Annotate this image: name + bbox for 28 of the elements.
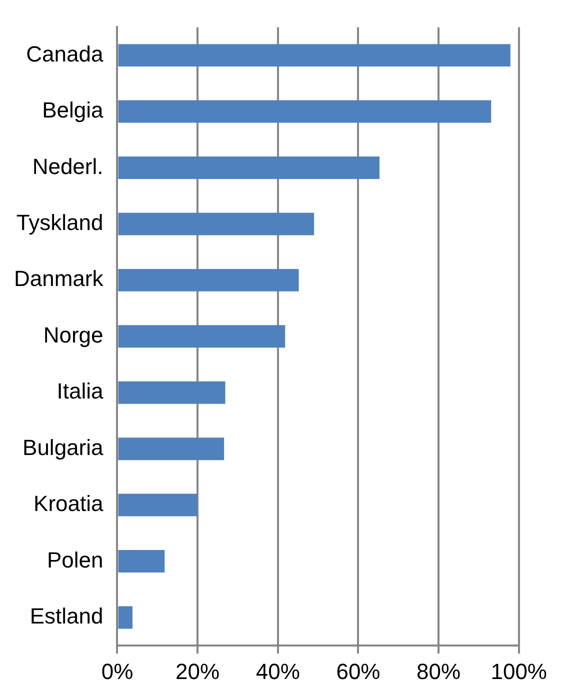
x-tick-label: 100% [490, 658, 548, 684]
x-tick-label: 0% [101, 658, 134, 684]
y-tick-label: Danmark [14, 266, 104, 292]
x-tick-label: 80% [416, 658, 461, 684]
bar [118, 100, 492, 123]
y-tick-label: Belgia [42, 98, 104, 123]
x-tick-label: 40% [256, 658, 300, 684]
bar [118, 44, 510, 67]
y-tick-label: Italia [56, 378, 104, 404]
y-tick-label: Polen [46, 547, 104, 572]
bar [118, 606, 133, 629]
y-tick-label: Estland [30, 604, 104, 629]
bar [118, 325, 286, 348]
bar [118, 550, 165, 573]
bar [118, 494, 198, 516]
y-tick-label: Nederl. [32, 154, 104, 179]
bar [118, 212, 314, 236]
bar [118, 381, 226, 404]
y-tick-label: Tyskland [16, 210, 104, 236]
x-tick-label: 20% [176, 658, 220, 684]
x-tick-label: 60% [336, 658, 380, 684]
y-tick-label: Norge [43, 322, 104, 348]
bar [118, 438, 224, 460]
y-tick-label: Kroatia [34, 491, 104, 516]
y-tick-label: Canada [26, 41, 104, 66]
bar [118, 268, 299, 292]
bar [118, 156, 380, 179]
y-tick-label: Bulgaria [22, 434, 104, 460]
